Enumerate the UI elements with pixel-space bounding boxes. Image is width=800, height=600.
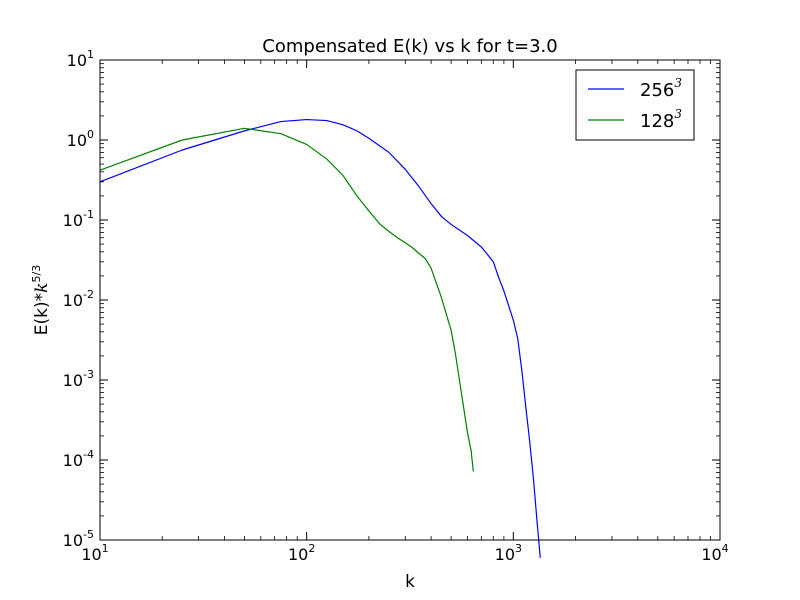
series-line-256 [99,118,541,558]
y-tick-label: 10-1 [63,208,94,230]
y-tick-label: 10-5 [63,528,94,550]
y-tick-base: 10 [63,451,83,470]
x-tick-base: 10 [81,545,101,564]
y-tick-exponent: -4 [83,448,94,461]
y-axis-title-math: k [32,283,52,293]
y-tick-exponent: -5 [83,528,94,541]
y-tick-base: 10 [63,291,83,310]
y-tick-exponent: 0 [87,128,94,141]
x-tick-label: 101 [81,542,108,564]
legend-label-base: 256 [640,80,674,101]
y-tick-base: 10 [63,371,83,390]
x-tick-label: 103 [495,542,522,564]
y-tick-exponent: -2 [83,288,94,301]
y-tick-exponent: -1 [83,208,94,221]
legend-box [575,69,695,141]
legend-label-base: 128 [640,111,674,132]
y-axis-title: E(k)*k5/3 [30,265,52,335]
x-tick-label: 104 [701,542,728,564]
x-axis-title: k [405,572,415,592]
y-tick-base: 10 [63,211,83,230]
x-tick-base: 10 [701,545,721,564]
y-axis-title-base: E(k)* [32,293,52,335]
legend-label-128: 1283 [640,107,682,132]
legend-label-exponent: 3 [674,76,682,90]
x-tick-exponent: 2 [308,542,315,555]
series-line-128 [99,127,474,472]
y-tick-base: 10 [67,51,87,70]
y-tick-label: 10-3 [63,368,94,390]
y-tick-label: 100 [67,128,94,150]
x-tick-exponent: 1 [102,542,109,555]
x-tick-exponent: 4 [722,542,729,555]
y-tick-exponent: 1 [87,48,94,61]
x-tick-exponent: 3 [515,542,522,555]
x-tick-base: 10 [288,545,308,564]
legend-label-256: 2563 [640,76,682,101]
y-tick-label: 10-4 [63,448,94,470]
y-tick-base: 10 [63,531,83,550]
y-tick-label: 10-2 [63,288,94,310]
y-tick-base: 10 [67,131,87,150]
x-tick-base: 10 [495,545,515,564]
chart-title: Compensated E(k) vs k for t=3.0 [262,36,557,57]
legend-label-exponent: 3 [674,107,682,121]
y-tick-label: 101 [67,48,94,70]
y-axis-title-exponent: 5/3 [30,265,43,283]
axes-frame [99,59,721,541]
y-tick-exponent: -3 [83,368,94,381]
x-tick-label: 102 [288,542,315,564]
